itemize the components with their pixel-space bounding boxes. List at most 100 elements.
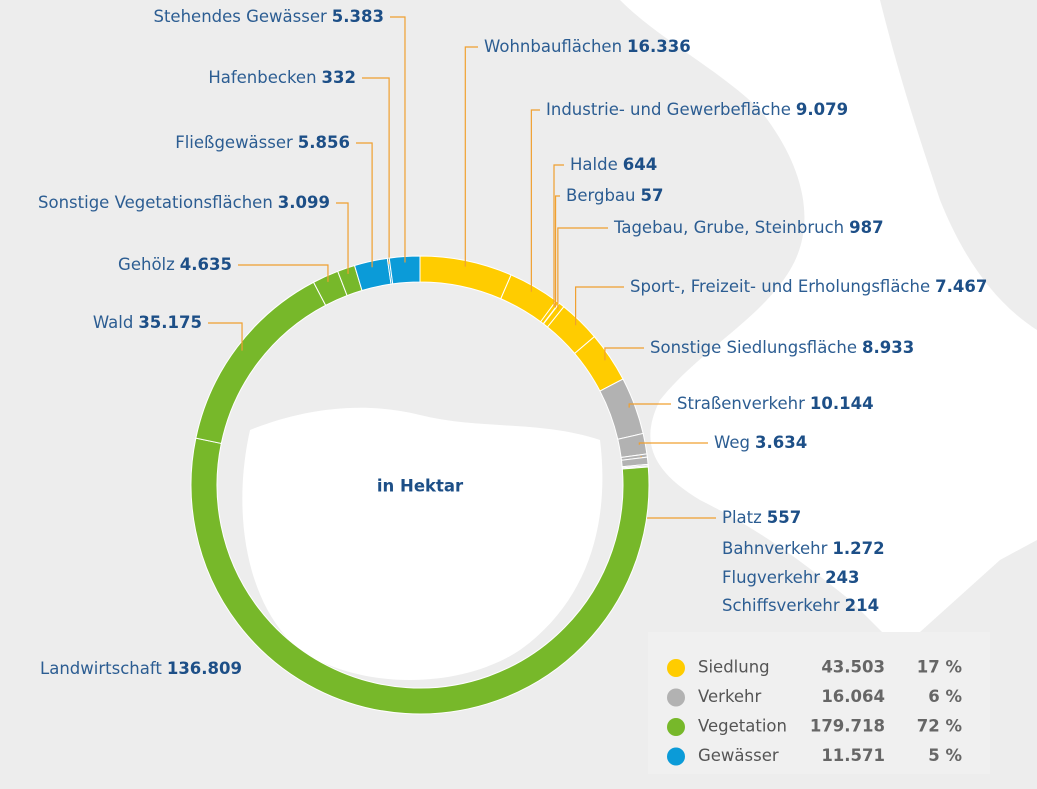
- legend-swatch: [667, 747, 685, 766]
- segment-name: Stehendes Gewässer: [153, 7, 327, 26]
- donut-segment: [190, 437, 650, 715]
- legend-name: Gewässer: [698, 746, 779, 765]
- segment-name: Flugverkehr: [722, 568, 820, 587]
- segment-name: Halde: [570, 155, 618, 174]
- segment-name: Sonstige Siedlungsfläche: [650, 338, 857, 357]
- segment-value: 5.856: [298, 133, 350, 152]
- segment-label: Sport-, Freizeit- und Erholungsfläche 7.4…: [630, 277, 987, 296]
- legend-name: Verkehr: [698, 687, 762, 706]
- segment-label: Weg 3.634: [714, 433, 807, 452]
- segment-label: Sonstige Siedlungsfläche 8.933: [650, 338, 914, 357]
- leader-line: [238, 264, 329, 282]
- segment-label: Gehölz 4.635: [118, 255, 232, 274]
- legend-row: Vegetation 179.718 72 %: [667, 717, 963, 736]
- segment-name: Hafenbecken: [208, 68, 316, 87]
- segment-name: Industrie- und Gewerbefläche: [546, 100, 791, 119]
- legend-row: Verkehr 16.064 6 %: [667, 687, 962, 707]
- map-hole: [242, 407, 603, 680]
- segment-value: 3.099: [278, 193, 330, 212]
- segment-value: 7.467: [935, 277, 987, 296]
- segment-value: 136.809: [167, 659, 242, 678]
- segment-label: Schiffsverkehr 214: [722, 596, 879, 615]
- segment-value: 4.635: [180, 255, 232, 274]
- segment-value: 10.144: [810, 394, 874, 413]
- segment-label: Bahnverkehr 1.272: [722, 539, 885, 558]
- donut-segment: [388, 255, 421, 285]
- segment-value: 987: [849, 218, 883, 237]
- leader-line: [557, 227, 608, 310]
- legend-percent: 6 %: [928, 687, 962, 706]
- segment-label: Wohnbauflächen 16.336: [484, 37, 691, 56]
- segment-name: Schiffsverkehr: [722, 596, 840, 615]
- segment-label: Fließgewässer 5.856: [175, 133, 350, 152]
- segment-value: 16.336: [627, 37, 691, 56]
- legend-swatch: [667, 688, 685, 707]
- segment-value: 557: [767, 508, 801, 527]
- leader-line: [575, 286, 624, 326]
- legend-name: Vegetation: [698, 717, 787, 736]
- leader-line: [390, 16, 406, 263]
- segment-label: Platz 557: [722, 508, 801, 527]
- segment-label: Halde 644: [570, 155, 657, 174]
- segment-label: Stehendes Gewässer 5.383: [153, 7, 384, 26]
- legend-value: 16.064: [821, 687, 885, 706]
- segment-label: Straßenverkehr 10.144: [677, 394, 874, 413]
- leader-line: [208, 322, 243, 351]
- segment-name: Wohnbauflächen: [484, 37, 622, 56]
- legend-swatch: [667, 718, 685, 736]
- legend-percent: 17 %: [917, 658, 963, 677]
- leader-line: [464, 46, 478, 267]
- leader-line: [553, 164, 564, 307]
- segment-name: Bergbau: [566, 186, 635, 205]
- legend-box: [648, 632, 990, 774]
- segment-label: Bergbau 57: [566, 186, 663, 205]
- segment-name: Sonstige Vegetationsflächen: [38, 193, 273, 212]
- leader-line: [604, 347, 644, 361]
- leader-line: [336, 202, 349, 274]
- leader-line: [628, 403, 671, 408]
- segment-name: Sport-, Freizeit- und Erholungsfläche: [630, 277, 930, 296]
- segment-value: 332: [322, 68, 356, 87]
- segment-name: Gehölz: [118, 255, 175, 274]
- segment-value: 5.383: [332, 7, 384, 26]
- legend-name: Siedlung: [698, 658, 770, 677]
- segment-name: Straßenverkehr: [677, 394, 805, 413]
- legend-row: Siedlung 43.503 17 %: [667, 658, 963, 677]
- segment-value: 57: [640, 186, 663, 205]
- legend-swatch: [667, 659, 685, 677]
- map-background: [880, 0, 1037, 330]
- segment-name: Fließgewässer: [175, 133, 293, 152]
- segment-label: Hafenbecken 332: [208, 68, 356, 87]
- segment-value: 3.634: [755, 433, 807, 452]
- segment-name: Tagebau, Grube, Steinbruch: [613, 218, 844, 237]
- segment-name: Bahnverkehr: [722, 539, 828, 558]
- segment-name: Landwirtschaft: [40, 659, 162, 678]
- segment-value: 9.079: [796, 100, 848, 119]
- legend-value: 179.718: [810, 717, 885, 736]
- segment-label: Wald 35.175: [93, 313, 202, 332]
- leader-line: [530, 109, 540, 292]
- leader-line: [554, 195, 560, 308]
- segment-label: Tagebau, Grube, Steinbruch 987: [613, 218, 884, 237]
- legend-percent: 5 %: [928, 746, 962, 765]
- segment-value: 644: [623, 155, 657, 174]
- segment-name: Wald: [93, 313, 133, 332]
- segment-value: 1.272: [832, 539, 884, 558]
- segment-name: Weg: [714, 433, 750, 452]
- leader-line: [638, 442, 708, 445]
- leader-line: [356, 142, 373, 268]
- legend-percent: 72 %: [917, 717, 963, 736]
- segment-value: 243: [825, 568, 859, 587]
- legend-value: 11.571: [821, 746, 885, 765]
- legend-value: 43.503: [821, 658, 885, 677]
- legend-row: Gewässer 11.571 5 %: [667, 746, 962, 766]
- segment-label: Sonstige Vegetationsflächen 3.099: [38, 193, 330, 212]
- segment-label: Flugverkehr 243: [722, 568, 860, 587]
- segment-value: 35.175: [138, 313, 202, 332]
- segment-value: 214: [845, 596, 879, 615]
- center-label: in Hektar: [377, 477, 464, 496]
- leader-line: [362, 77, 390, 265]
- segment-name: Platz: [722, 508, 762, 527]
- segment-label: Industrie- und Gewerbefläche 9.079: [546, 100, 848, 119]
